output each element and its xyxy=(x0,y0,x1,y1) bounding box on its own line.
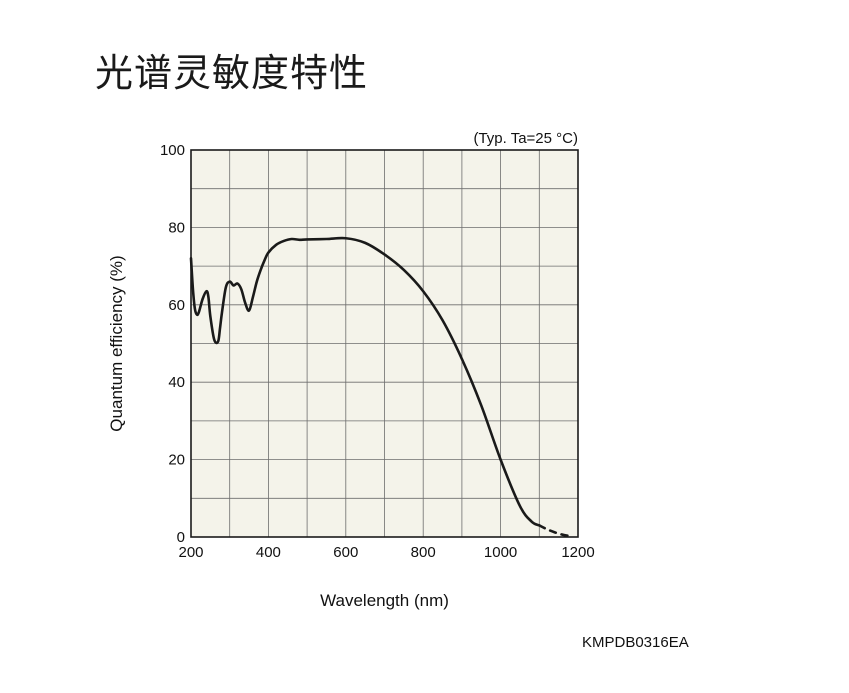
quantum-efficiency-curve xyxy=(189,236,541,527)
y-tick-label: 100 xyxy=(160,142,185,159)
x-tick-label: 1200 xyxy=(561,544,594,561)
x-tick-label: 600 xyxy=(333,544,358,561)
y-tick-label: 80 xyxy=(168,219,185,236)
page-title: 光谱灵敏度特性 xyxy=(95,51,369,95)
x-axis-label: Wavelength (nm) xyxy=(320,591,449,610)
y-tick-label: 40 xyxy=(168,374,185,391)
x-tick-label: 800 xyxy=(411,544,436,561)
y-axis-label: Quantum efficiency (%) xyxy=(107,255,126,431)
x-tick-label: 400 xyxy=(256,544,281,561)
y-tick-label: 0 xyxy=(177,529,185,546)
y-tick-label: 20 xyxy=(168,452,185,469)
tick-labels: 200 400 600 800 1000 1200 0 20 40 60 80 100 xyxy=(160,142,595,561)
x-tick-label: 200 xyxy=(178,544,203,561)
x-tick-label: 1000 xyxy=(484,544,517,561)
grid-lines xyxy=(191,150,578,537)
plot-frame xyxy=(190,149,579,538)
quantum-efficiency-curve-extrapolated xyxy=(538,524,572,538)
series-layer xyxy=(189,236,572,538)
y-tick-label: 60 xyxy=(168,297,185,314)
annotation-text: (Typ. Ta=25 °C) xyxy=(473,130,578,147)
document-code: KMPDB0316EA xyxy=(582,634,689,651)
